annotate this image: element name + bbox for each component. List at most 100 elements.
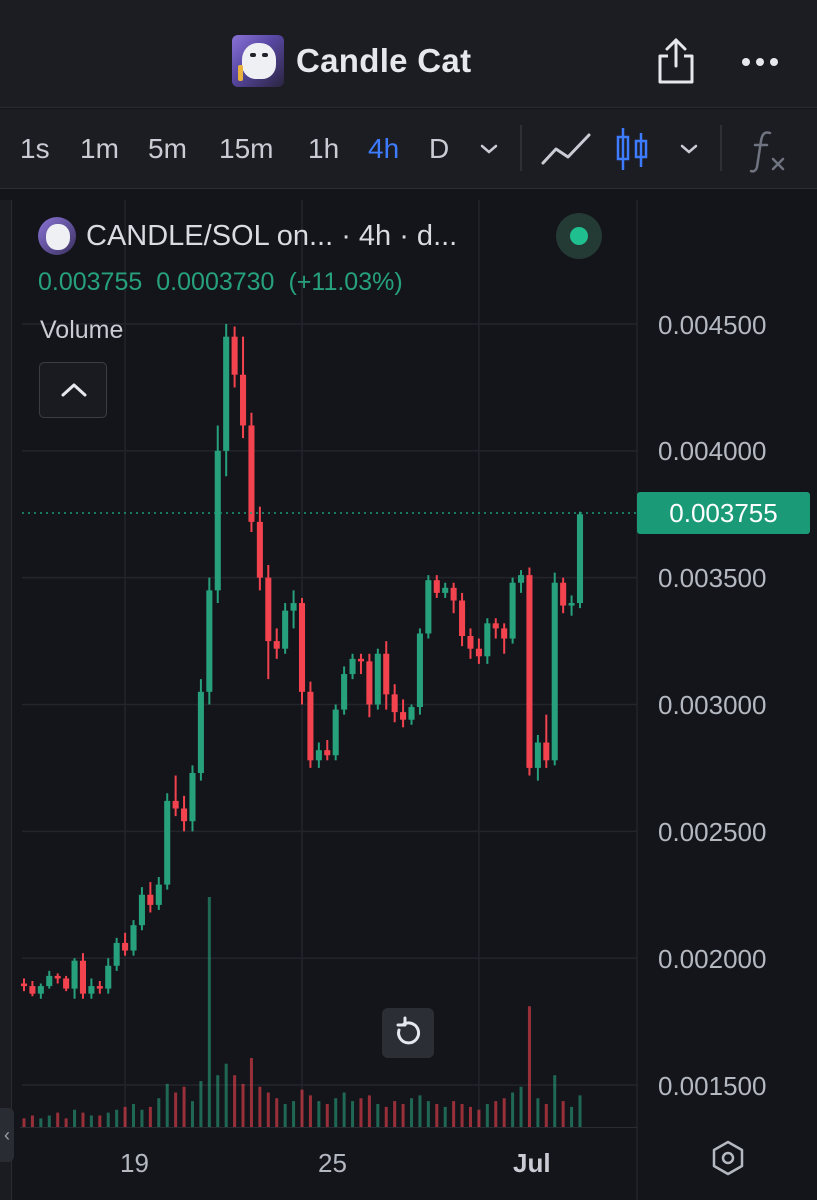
volume-bar (544, 1104, 548, 1127)
share-icon (658, 38, 694, 84)
candle-body (332, 709, 339, 756)
settings-hexagon-icon (712, 1140, 744, 1176)
market-status-indicator[interactable] (556, 213, 602, 259)
left-panel-edge (0, 200, 12, 1200)
time-axis-label: 25 (318, 1148, 347, 1178)
volume-bar (468, 1106, 472, 1127)
volume-bar (502, 1098, 506, 1127)
volume-bar (485, 1104, 489, 1127)
candle-body (568, 603, 575, 606)
candle-body (576, 514, 584, 604)
candle-body (46, 975, 53, 987)
timeframe-1h[interactable]: 1h (308, 133, 340, 164)
candle-body (37, 986, 44, 994)
time-axis-border (20, 1127, 637, 1128)
volume-bar (527, 1006, 531, 1127)
volume-bar (165, 1083, 169, 1127)
candle-body (315, 750, 322, 761)
volume-bar (249, 1058, 253, 1127)
candle-body (517, 575, 525, 583)
timeframe-4h[interactable]: 4h (368, 133, 400, 164)
volume-bar (308, 1095, 312, 1127)
volume-bar (56, 1112, 60, 1127)
share-button[interactable] (654, 36, 698, 86)
candle-body (273, 641, 280, 649)
last-price-tag: 0.003755 (637, 492, 810, 534)
volume-bar (519, 1086, 523, 1127)
timeframe-5m[interactable]: 5m (148, 133, 187, 164)
volume-bar (494, 1101, 498, 1127)
candlestick-button[interactable] (614, 125, 650, 173)
candle-body (71, 960, 78, 989)
volume-bar (182, 1086, 186, 1127)
candle-body (501, 628, 508, 639)
candle-body (492, 623, 499, 629)
timeframe-1s[interactable]: 1s (20, 133, 50, 164)
volume-bar (123, 1106, 127, 1127)
legend-close: 0.003755 (38, 268, 143, 296)
timeframe-15m[interactable]: 15m (219, 133, 274, 164)
candle-body (147, 894, 154, 905)
candle-body (265, 577, 272, 642)
volume-bar (460, 1104, 464, 1127)
volume-bar (241, 1083, 245, 1127)
candle-body (560, 582, 567, 606)
legend-change: 0.0003730 (156, 268, 275, 296)
legend-title: CANDLE/SOL on... · 4h · d... (86, 219, 458, 252)
volume-bar (511, 1092, 515, 1127)
legend-change-pct: (+11.03%) (288, 268, 403, 296)
timeframe-dropdown[interactable] (476, 139, 502, 159)
chart-settings-button[interactable] (708, 1138, 748, 1178)
candle-body (88, 986, 95, 994)
volume-bar (266, 1092, 270, 1127)
candle-body (113, 942, 120, 966)
app-header: Candle Cat (0, 0, 817, 108)
candle-body (122, 942, 129, 951)
collapse-legend-button[interactable] (39, 362, 107, 418)
volume-bar (435, 1104, 439, 1127)
volume-bar (39, 1118, 43, 1127)
candle-body (433, 580, 440, 593)
candle-body (20, 983, 28, 987)
volume-bar (477, 1109, 481, 1127)
candle-body (341, 674, 348, 710)
candle-body (29, 986, 36, 994)
volume-bar (199, 1081, 203, 1127)
time-axis-label: Jul (513, 1148, 551, 1178)
volume-bar (174, 1092, 178, 1127)
price-axis-label: 0.002000 (658, 944, 767, 974)
line-chart-button[interactable] (540, 131, 592, 167)
volume-bar (258, 1086, 262, 1127)
candle-body (357, 658, 365, 662)
candle-body (467, 636, 474, 649)
chart-type-dropdown[interactable] (676, 139, 702, 159)
candle-body (172, 800, 179, 809)
candlestick-icon (616, 128, 648, 170)
candle-body (543, 742, 550, 761)
price-axis-label: 0.003000 (658, 690, 767, 720)
candle-body (442, 587, 449, 593)
timeframe-1m[interactable]: 1m (80, 133, 119, 164)
volume-bar (334, 1098, 338, 1127)
time-axis-label: 19 (120, 1148, 149, 1178)
function-icon (749, 131, 785, 173)
indicators-button[interactable] (748, 127, 788, 173)
candle-body (189, 772, 196, 822)
price-axis-label: 0.002500 (658, 817, 767, 847)
timeframe-d[interactable]: D (429, 133, 450, 164)
chart-legend[interactable]: CANDLE/SOL on... · 4h · d... (38, 212, 457, 260)
volume-bar (275, 1098, 279, 1127)
volume-bar (81, 1112, 85, 1127)
volume-bar (561, 1101, 565, 1127)
volume-bar (148, 1106, 152, 1127)
more-button[interactable] (738, 44, 782, 80)
volume-bar (359, 1098, 363, 1127)
reset-chart-button[interactable] (382, 1008, 434, 1058)
volume-bar (292, 1101, 296, 1127)
chevron-up-icon (61, 383, 87, 397)
app-title: Candle Cat (296, 42, 472, 79)
chevron-left-icon: ‹ (4, 1125, 10, 1145)
left-panel-toggle[interactable]: ‹ (0, 1108, 14, 1162)
volume-bar (418, 1095, 422, 1127)
